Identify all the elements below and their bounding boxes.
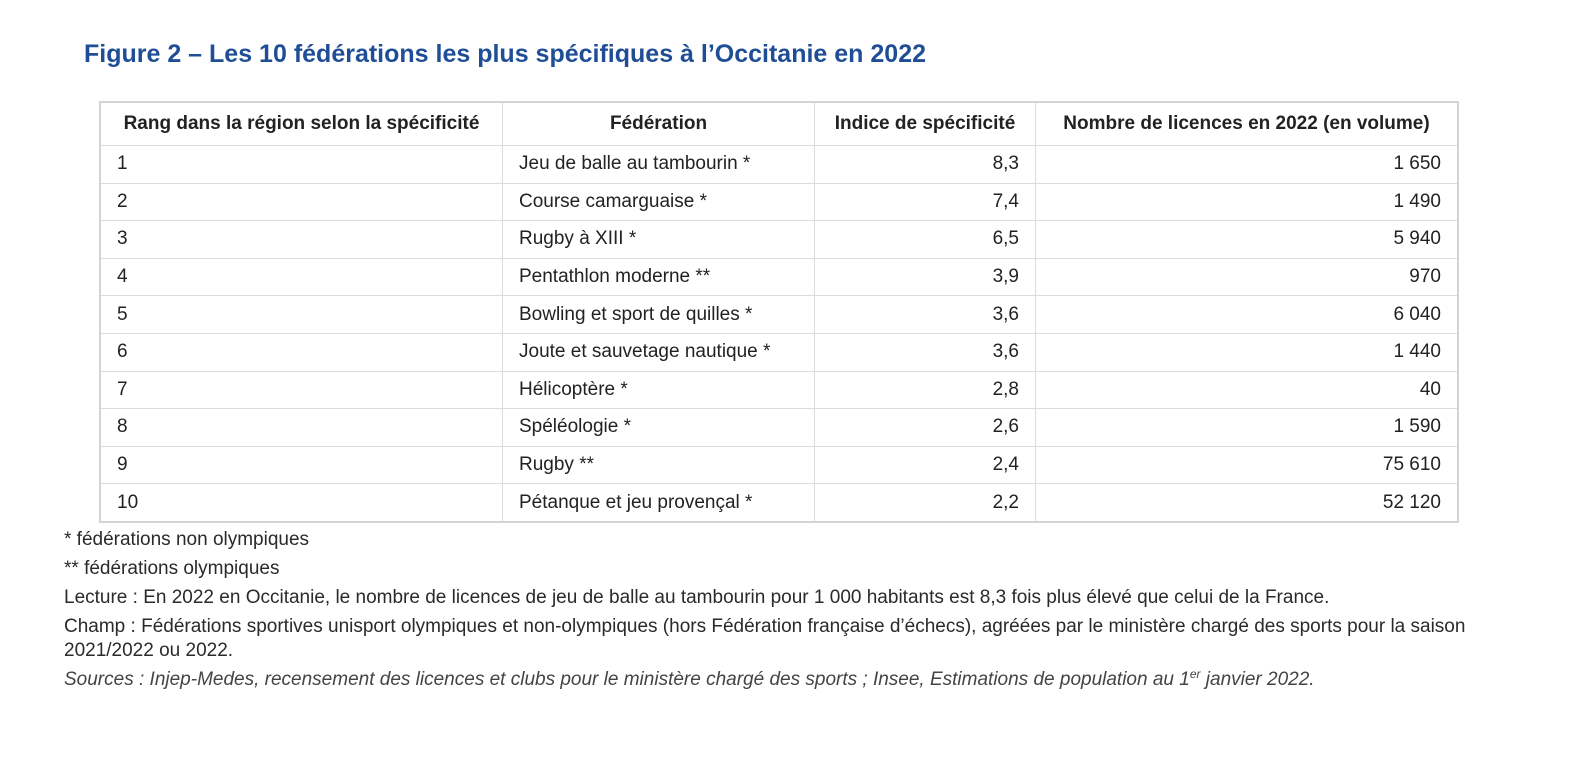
- table-row: 7 Hélicoptère * 2,8 40: [99, 370, 1459, 410]
- sources-superscript: er: [1189, 667, 1201, 681]
- cell-indice: 3,9: [814, 257, 1036, 297]
- cell-indice: 2,6: [814, 408, 1036, 447]
- header-licences: Nombre de licences en 2022 (en volume): [1035, 101, 1459, 146]
- cell-licences: 75 610: [1035, 445, 1459, 485]
- note-sources: Sources : Injep-Medes, recensement des l…: [64, 668, 1504, 692]
- cell-federation: Pétanque et jeu provençal *: [502, 483, 815, 523]
- note-non-olympic: * fédérations non olympiques: [64, 529, 310, 550]
- cell-licences: 6 040: [1035, 295, 1459, 334]
- cell-licences: 5 940: [1035, 220, 1459, 259]
- cell-federation: Joute et sauvetage nautique *: [502, 332, 815, 372]
- table-body: 1 Jeu de balle au tambourin * 8,3 1 650 2 Cou…: [99, 145, 1459, 523]
- footnotes: * fédérations non olympiques ** fédérati…: [64, 528, 1504, 697]
- cell-licences: 40: [1035, 370, 1459, 410]
- table-row: 8 Spéléologie * 2,6 1 590: [99, 408, 1459, 447]
- cell-indice: 2,2: [814, 483, 1036, 523]
- table-row: 9 Rugby ** 2,4 75 610: [99, 445, 1459, 485]
- cell-federation: Pentathlon moderne **: [502, 257, 815, 297]
- cell-indice: 7,4: [814, 182, 1036, 222]
- cell-federation: Rugby à XIII *: [502, 220, 815, 259]
- note-lecture: Lecture : En 2022 en Occitanie, le nombr…: [64, 587, 1330, 608]
- cell-rang: 8: [99, 408, 503, 447]
- cell-rang: 6: [99, 332, 503, 372]
- sources-text: Sources : Injep-Medes, recensement des l…: [64, 669, 1190, 690]
- federations-table: Rang dans la région selon la spécificité…: [99, 101, 1459, 523]
- figure-title: Figure 2 – Les 10 fédérations les plus s…: [84, 40, 927, 68]
- cell-licences: 1 650: [1035, 145, 1459, 184]
- cell-federation: Spéléologie *: [502, 408, 815, 447]
- table-row: 5 Bowling et sport de quilles * 3,6 6 040: [99, 295, 1459, 334]
- cell-licences: 1 490: [1035, 182, 1459, 222]
- note-champ: Champ : Fédérations sportives unisport o…: [64, 616, 1466, 661]
- cell-federation: Jeu de balle au tambourin *: [502, 145, 815, 184]
- cell-rang: 1: [99, 145, 503, 184]
- cell-rang: 2: [99, 182, 503, 222]
- cell-indice: 3,6: [814, 332, 1036, 372]
- sources-text-end: janvier 2022.: [1200, 669, 1315, 690]
- note-olympic: ** fédérations olympiques: [64, 558, 280, 579]
- table-row: 3 Rugby à XIII * 6,5 5 940: [99, 220, 1459, 259]
- cell-indice: 2,8: [814, 370, 1036, 410]
- cell-licences: 1 590: [1035, 408, 1459, 447]
- cell-licences: 1 440: [1035, 332, 1459, 372]
- table-row: 2 Course camarguaise * 7,4 1 490: [99, 182, 1459, 222]
- cell-federation: Rugby **: [502, 445, 815, 485]
- cell-federation: Hélicoptère *: [502, 370, 815, 410]
- cell-rang: 7: [99, 370, 503, 410]
- cell-licences: 970: [1035, 257, 1459, 297]
- cell-indice: 8,3: [814, 145, 1036, 184]
- header-federation: Fédération: [502, 101, 815, 146]
- table-row: 1 Jeu de balle au tambourin * 8,3 1 650: [99, 145, 1459, 184]
- cell-indice: 3,6: [814, 295, 1036, 334]
- cell-rang: 9: [99, 445, 503, 485]
- cell-federation: Course camarguaise *: [502, 182, 815, 222]
- cell-licences: 52 120: [1035, 483, 1459, 523]
- cell-rang: 3: [99, 220, 503, 259]
- table-row: 4 Pentathlon moderne ** 3,9 970: [99, 257, 1459, 297]
- cell-indice: 6,5: [814, 220, 1036, 259]
- table-row: 10 Pétanque et jeu provençal * 2,2 52 120: [99, 483, 1459, 523]
- table-header-row: Rang dans la région selon la spécificité…: [99, 101, 1459, 146]
- cell-rang: 10: [99, 483, 503, 523]
- cell-rang: 4: [99, 257, 503, 297]
- cell-indice: 2,4: [814, 445, 1036, 485]
- header-indice: Indice de spécificité: [814, 101, 1036, 146]
- header-rang: Rang dans la région selon la spécificité: [99, 101, 503, 146]
- cell-federation: Bowling et sport de quilles *: [502, 295, 815, 334]
- cell-rang: 5: [99, 295, 503, 334]
- table-row: 6 Joute et sauvetage nautique * 3,6 1 440: [99, 332, 1459, 372]
